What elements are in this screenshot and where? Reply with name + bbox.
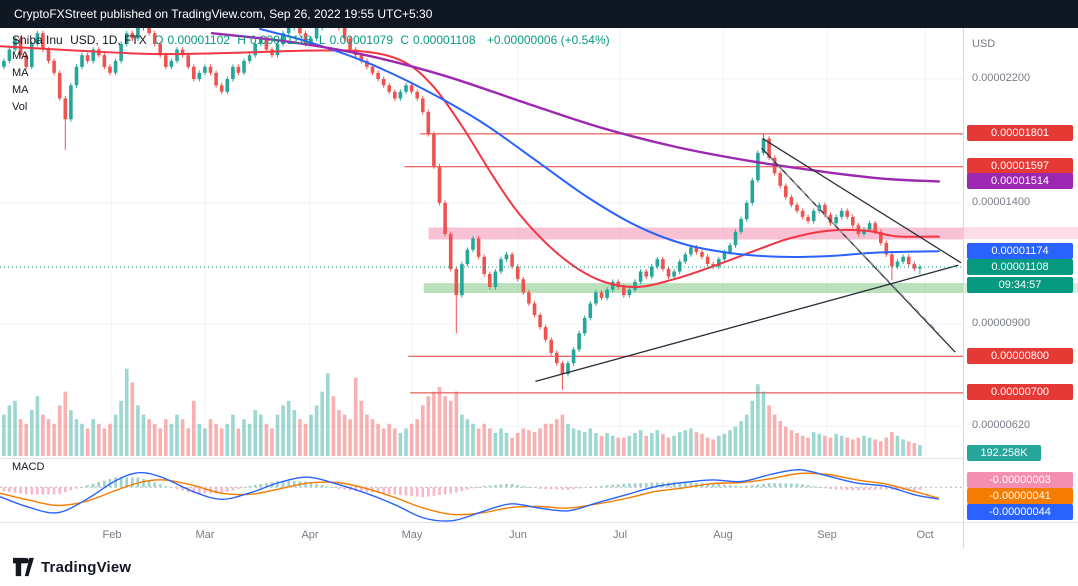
tradingview-logo-icon[interactable] [12, 557, 34, 577]
footer: TradingView [0, 548, 1078, 586]
ohlc-item: H 0.00001118 [237, 33, 315, 47]
ohlc-item: C 0.00001108 [400, 33, 479, 47]
time-axis-label: Jul [612, 529, 628, 541]
time-axis-label: Oct [916, 529, 934, 541]
price-chart-pane[interactable] [0, 28, 963, 458]
macd-indicator-label[interactable]: MACD [12, 461, 45, 473]
trendline[interactable] [761, 147, 956, 353]
change-value: +0.00000006 (+0.54%) [486, 33, 610, 47]
axis-unit-label: USD [972, 38, 996, 50]
time-axis-label: Apr [301, 529, 319, 541]
macd-main-line [0, 468, 940, 522]
price-axis-badge: 0.00001597 [967, 158, 1073, 174]
indicator-row[interactable]: MA [12, 67, 29, 79]
price-axis-badge: 0.00000800 [967, 348, 1073, 364]
price-axis-badge: 0.00000700 [967, 384, 1073, 400]
time-axis-label: May [401, 529, 423, 541]
trendline[interactable] [769, 157, 940, 334]
price-axis-badge: 0.00001174 [967, 243, 1073, 259]
zone-axis-extension [964, 227, 1078, 239]
brand-name[interactable]: TradingView [41, 558, 132, 576]
symbol-name[interactable]: Shiba Inu [12, 33, 63, 47]
price-axis-badge: 0.00001108 [967, 259, 1073, 275]
ohlc-values: O 0.00001102 H 0.00001118 L 0.00001079 C 0.0… [154, 33, 483, 47]
time-axis-label: Aug [713, 529, 733, 541]
price-axis-label: 0.00001400 [972, 196, 1031, 208]
indicator-row[interactable]: Vol [12, 101, 28, 113]
time-axis-label: Sep [817, 529, 837, 541]
time-axis-label: Jun [509, 529, 527, 541]
ma-fast-red[interactable] [0, 45, 940, 288]
indicator-row[interactable]: MA [12, 84, 29, 96]
price-axis-label: 0.00000900 [972, 317, 1031, 329]
macd-pane[interactable] [0, 458, 963, 522]
symbol-meta[interactable]: USD, 1D, FTX [70, 33, 147, 47]
price-axis-label: 0.00002200 [972, 72, 1031, 84]
trendline[interactable] [535, 264, 959, 383]
time-axis[interactable]: Feb Mar Apr May Jun Jul Aug Sep Oct [0, 522, 1078, 548]
price-axis-badge: 09:34:57 [967, 277, 1073, 293]
time-axis-label: Mar [195, 529, 215, 541]
volume-bars [2, 368, 922, 456]
macd-axis-badge: -0.00000044 [967, 504, 1073, 520]
time-axis-label: Feb [102, 529, 122, 541]
publish-header-text: CryptoFXStreet published on TradingView.… [14, 7, 433, 21]
ma-mid-blue[interactable] [259, 28, 940, 258]
ma-slow-purple[interactable] [210, 32, 941, 183]
macd-axis-badge: -0.00000003 [967, 472, 1073, 488]
price-axis-label: 0.00000620 [972, 419, 1031, 431]
indicator-row[interactable]: MA [12, 50, 29, 62]
price-axis-badge: 0.00001801 [967, 125, 1073, 141]
price-axis[interactable]: USD 0.00002200 0.00001400 0.00000900 0.00000… [963, 28, 1078, 548]
chart-legend: Shiba Inu USD, 1D, FTX O 0.00001102 H 0.00… [12, 33, 614, 115]
price-axis-badge: 0.00001514 [967, 173, 1073, 189]
ohlc-item: L 0.00001079 [318, 33, 397, 47]
macd-svg[interactable] [0, 458, 963, 522]
publish-header: CryptoFXStreet published on TradingView.… [0, 0, 1078, 28]
trendline[interactable] [762, 138, 962, 264]
price-chart-svg[interactable] [0, 28, 963, 458]
macd-signal-line [0, 472, 940, 516]
volume-axis-badge: 192.258K [967, 445, 1041, 461]
pane-separator[interactable] [0, 458, 1078, 459]
indicator-legend: MA MA MA Vol [12, 48, 614, 115]
ohlc-item: O 0.00001102 [154, 33, 234, 47]
macd-axis-badge: -0.00000041 [967, 488, 1073, 504]
symbol-row: Shiba Inu USD, 1D, FTX O 0.00001102 H 0.00… [12, 33, 614, 47]
price-zone[interactable] [423, 283, 963, 293]
